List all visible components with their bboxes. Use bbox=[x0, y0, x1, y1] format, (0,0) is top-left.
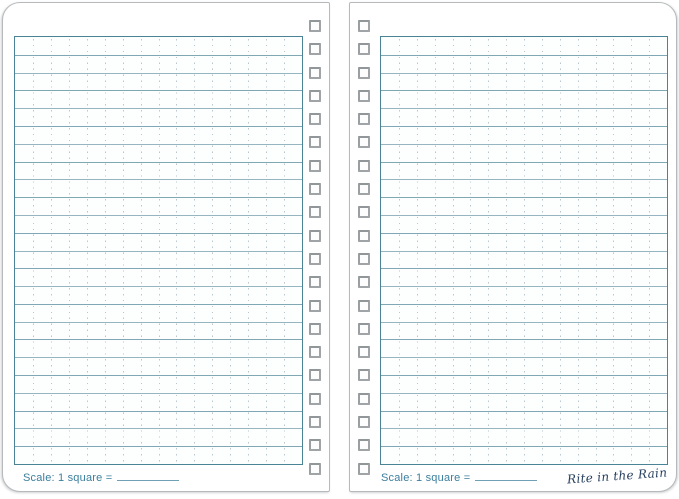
binding-hole bbox=[309, 183, 321, 196]
binding-hole bbox=[358, 20, 370, 32]
binding-hole bbox=[309, 369, 321, 382]
binding-hole bbox=[309, 439, 321, 452]
binding-hole bbox=[358, 43, 370, 56]
binding-hole bbox=[309, 392, 321, 405]
binding-hole bbox=[358, 136, 370, 149]
binding-hole bbox=[309, 159, 321, 172]
binding-hole bbox=[309, 322, 321, 335]
right-scale-label: Scale: 1 square = bbox=[381, 472, 471, 484]
binding-hole bbox=[309, 252, 321, 265]
right-scale-line: Scale: 1 square = bbox=[381, 471, 538, 484]
binding-hole bbox=[358, 89, 370, 102]
binding-hole bbox=[309, 229, 321, 242]
left-scale-line: Scale: 1 square = bbox=[23, 471, 180, 484]
binding-hole bbox=[358, 439, 370, 452]
binding-hole bbox=[309, 276, 321, 289]
binding-hole bbox=[309, 346, 321, 359]
binding-hole bbox=[309, 299, 321, 312]
right-binding-holes bbox=[358, 20, 370, 475]
binding-hole bbox=[358, 322, 370, 335]
left-grid-lines bbox=[15, 37, 302, 464]
binding-hole bbox=[309, 416, 321, 429]
binding-hole bbox=[358, 299, 370, 312]
right-grid-lines bbox=[381, 37, 667, 464]
left-scale-label: Scale: 1 square = bbox=[23, 472, 113, 484]
binding-hole bbox=[309, 66, 321, 79]
right-page: Scale: 1 square = Rite in the Rain bbox=[349, 2, 677, 492]
binding-hole bbox=[358, 183, 370, 196]
right-scale-blank-line bbox=[475, 471, 538, 481]
binding-hole bbox=[309, 206, 321, 219]
binding-hole bbox=[309, 20, 321, 32]
binding-hole bbox=[358, 229, 370, 242]
right-grid-paper bbox=[380, 36, 668, 465]
left-binding-holes bbox=[309, 20, 321, 475]
binding-hole bbox=[358, 206, 370, 219]
binding-hole bbox=[309, 113, 321, 126]
binding-hole bbox=[309, 89, 321, 102]
binding-hole bbox=[358, 159, 370, 172]
binding-hole bbox=[358, 346, 370, 359]
binding-hole bbox=[358, 392, 370, 405]
binding-hole bbox=[358, 252, 370, 265]
binding-hole bbox=[358, 276, 370, 289]
binding-hole bbox=[309, 136, 321, 149]
left-scale-blank-line bbox=[117, 471, 180, 481]
binding-hole bbox=[358, 462, 370, 475]
rite-in-the-rain-logo: Rite in the Rain bbox=[566, 465, 668, 487]
binding-hole bbox=[358, 66, 370, 79]
left-grid-paper bbox=[14, 36, 303, 465]
binding-hole bbox=[358, 369, 370, 382]
binding-hole bbox=[309, 43, 321, 56]
binding-hole bbox=[358, 113, 370, 126]
binding-hole bbox=[309, 462, 321, 475]
binding-hole bbox=[358, 416, 370, 429]
left-page: Scale: 1 square = bbox=[2, 2, 330, 492]
